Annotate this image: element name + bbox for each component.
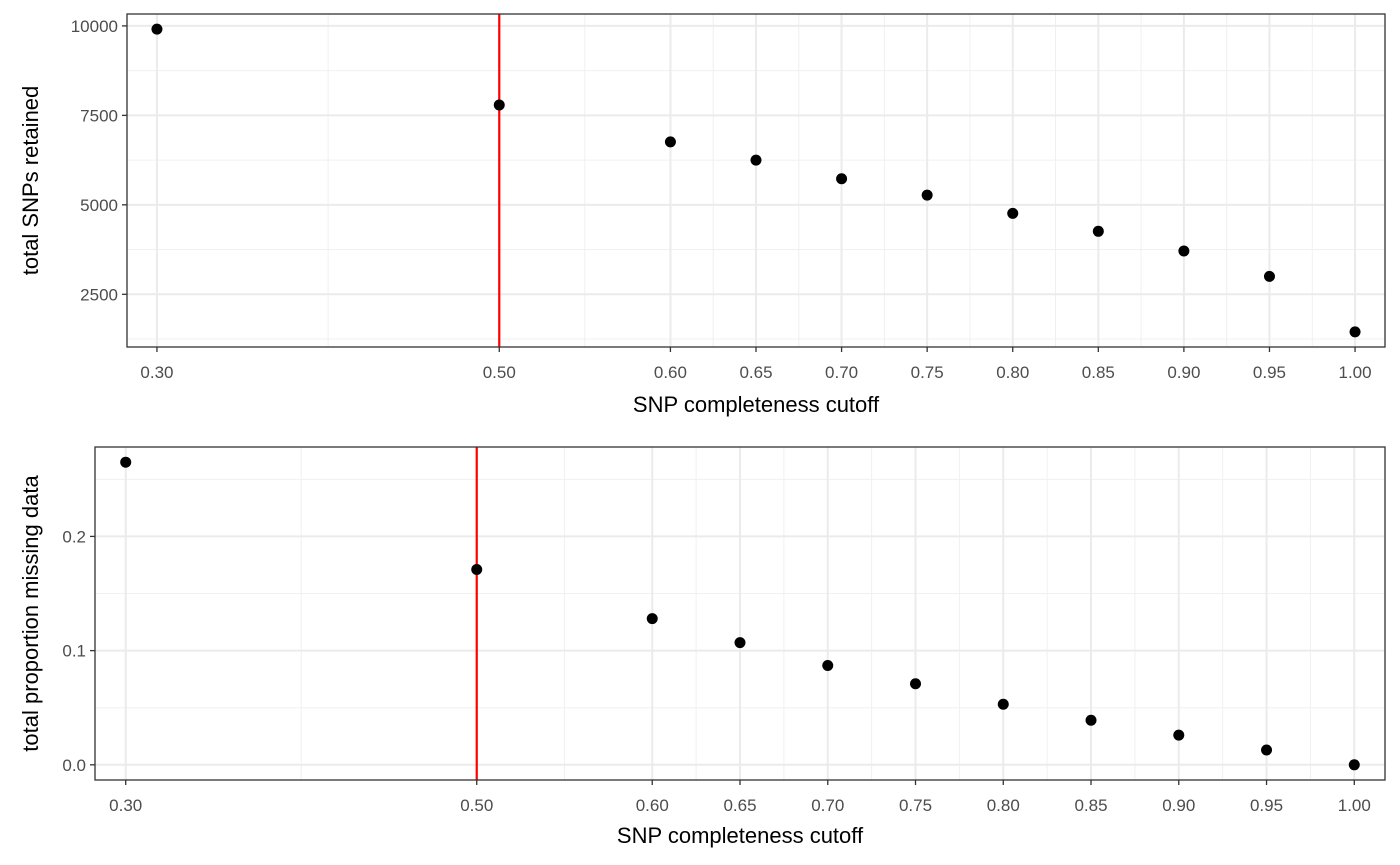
data-point <box>1349 326 1361 338</box>
x-axis-title: SNP completeness cutoff <box>633 392 880 417</box>
y-tick-label: 0.0 <box>62 756 86 775</box>
data-point <box>997 698 1009 710</box>
data-point <box>1263 270 1275 282</box>
x-tick-label: 0.95 <box>1250 796 1283 815</box>
data-point <box>151 23 163 35</box>
data-point <box>664 136 676 148</box>
x-tick-label: 1.00 <box>1339 363 1372 382</box>
data-point <box>1085 714 1097 726</box>
x-tick-label: 0.30 <box>109 796 142 815</box>
points <box>151 23 1361 338</box>
y-tick-label: 2500 <box>80 285 118 304</box>
data-point <box>910 678 922 690</box>
x-tick-label: 0.75 <box>899 796 932 815</box>
grid <box>127 14 1385 347</box>
data-point <box>1007 207 1019 219</box>
x-tick-label: 0.70 <box>811 796 844 815</box>
x-axis-title: SNP completeness cutoff <box>617 823 864 848</box>
x-tick-label: 1.00 <box>1338 796 1371 815</box>
data-point <box>471 564 483 576</box>
y-axis-title: total SNPs retained <box>18 86 43 276</box>
data-point <box>836 173 848 185</box>
y-tick-label: 0.1 <box>62 642 86 661</box>
points <box>120 456 1360 771</box>
data-point <box>493 99 505 111</box>
x-tick-label: 0.70 <box>825 363 858 382</box>
y-tick-label: 5000 <box>80 196 118 215</box>
data-point <box>120 456 132 468</box>
data-point <box>1261 744 1273 756</box>
y-axis-title: total proportion missing data <box>18 475 43 752</box>
data-point <box>1348 759 1360 771</box>
x-tick-label: 0.90 <box>1162 796 1195 815</box>
x-tick-label: 0.60 <box>654 363 687 382</box>
x-tick-label: 0.65 <box>723 796 756 815</box>
x-tick-label: 0.50 <box>460 796 493 815</box>
x-tick-label: 0.85 <box>1082 363 1115 382</box>
x-tick-label: 0.95 <box>1253 363 1286 382</box>
x-tick-label: 0.85 <box>1074 796 1107 815</box>
data-point <box>734 637 746 649</box>
data-point <box>646 613 658 625</box>
grid <box>95 447 1385 780</box>
panel-missing-data: 0.30 0.50 0.60 0.65 0.70 0.75 0.80 0.85 0.90 0.95… <box>18 446 1386 848</box>
data-point <box>1092 225 1104 237</box>
tick-labels: 0.30 0.50 0.60 0.65 0.70 0.75 0.80 0.85 0.90 0.95… <box>71 17 1372 382</box>
data-point <box>822 659 834 671</box>
x-tick-label: 0.75 <box>911 363 944 382</box>
data-point <box>921 189 933 201</box>
x-tick-label: 0.80 <box>996 363 1029 382</box>
ticks <box>90 535 1355 785</box>
data-point <box>750 154 762 166</box>
y-tick-label: 10000 <box>71 17 118 36</box>
data-point <box>1173 729 1185 741</box>
tick-labels: 0.30 0.50 0.60 0.65 0.70 0.75 0.80 0.85 0.90 0.95… <box>62 527 1370 815</box>
x-tick-label: 0.80 <box>987 796 1020 815</box>
x-tick-label: 0.60 <box>636 796 669 815</box>
ticks <box>122 25 1356 352</box>
y-tick-label: 0.2 <box>62 527 86 546</box>
x-tick-label: 0.65 <box>739 363 772 382</box>
panel-snps-retained: 0.30 0.50 0.60 0.65 0.70 0.75 0.80 0.85 0.90 0.95… <box>18 13 1386 417</box>
y-tick-label: 7500 <box>80 106 118 125</box>
data-point <box>1178 245 1190 257</box>
x-tick-label: 0.30 <box>140 363 173 382</box>
x-tick-label: 0.50 <box>483 363 516 382</box>
x-tick-label: 0.90 <box>1167 363 1200 382</box>
